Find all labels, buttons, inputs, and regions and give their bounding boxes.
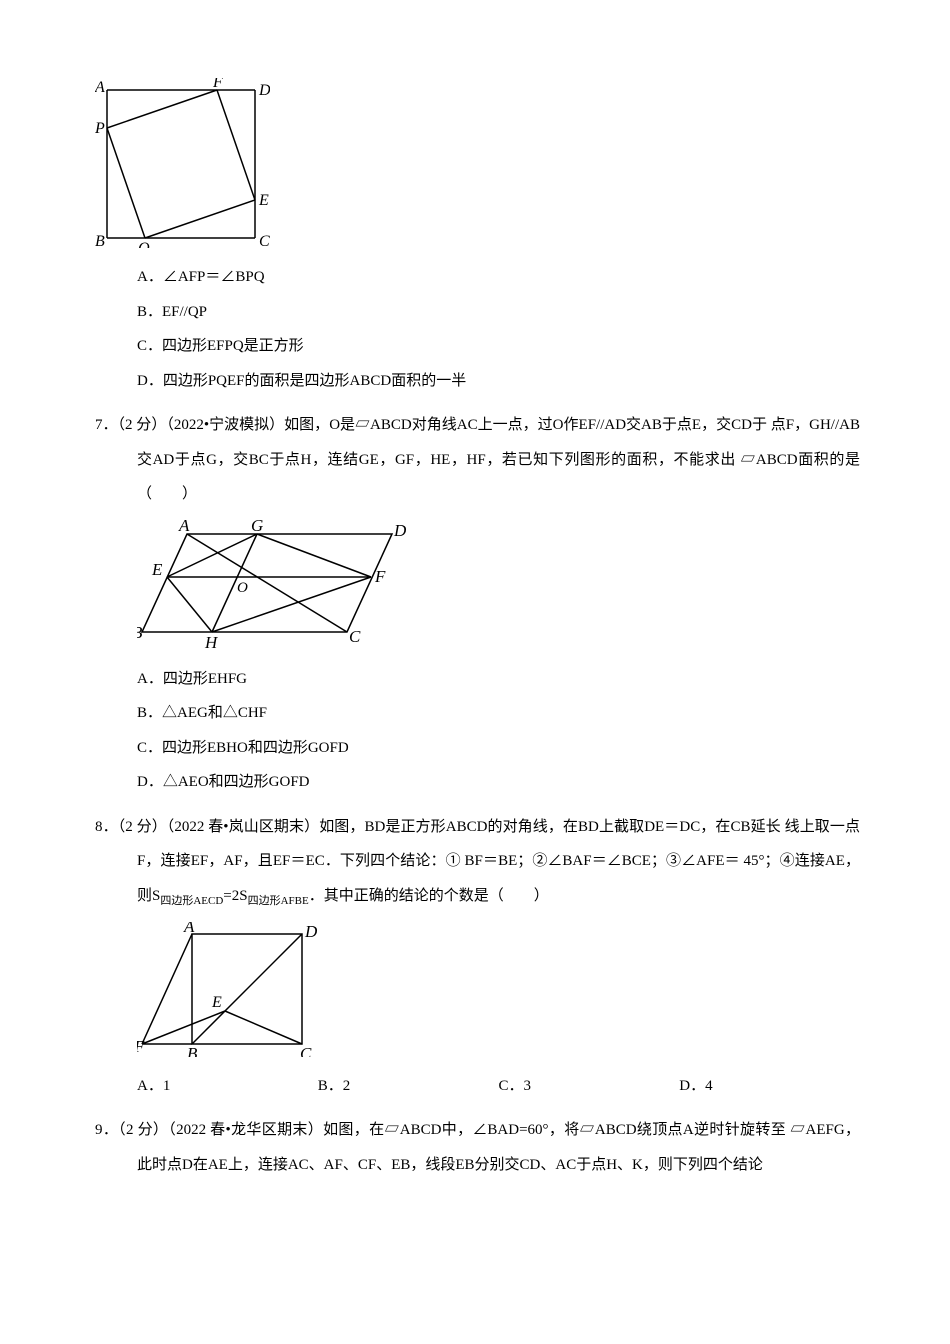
q6-option-b: B．EF//QP [137, 295, 860, 330]
svg-text:O: O [237, 580, 248, 596]
q7: 7．（2 分）（2022•宁波模拟）如图，O是▱ABCD对角线AC上一点，过O作… [95, 408, 860, 800]
q8-figure: A D E F B C [95, 922, 860, 1057]
q8-text3end: ．其中正确的结论的个数是（ ） [309, 888, 549, 904]
q8-sub2: 四边形AFBE [248, 895, 309, 907]
svg-text:F: F [137, 1037, 145, 1056]
q7-source: （2022•宁波模拟） [166, 417, 284, 433]
q7-option-d: D．△AEO和四边形GOFD [137, 765, 860, 800]
svg-text:D: D [393, 521, 407, 540]
q7-number: 7． [95, 417, 118, 433]
q8-text1: 如图，BD是正方形ABCD的对角线，在BD上截取DE＝DC，在CB延长 [319, 819, 781, 835]
svg-text:Q: Q [138, 240, 150, 248]
q7-points: （2 分） [118, 417, 167, 433]
q8-options: A．1 B．2 C．3 D．4 [95, 1069, 860, 1104]
q8-option-c: C．3 [499, 1069, 680, 1104]
svg-text:E: E [258, 192, 269, 209]
svg-text:B: B [95, 233, 105, 248]
q8-number: 8． [95, 819, 118, 835]
svg-text:F: F [374, 567, 386, 586]
q6-option-a: A．∠AFP＝∠BPQ [137, 260, 860, 295]
svg-text:A: A [95, 79, 105, 96]
svg-text:A: A [178, 520, 190, 535]
svg-text:B: B [187, 1044, 198, 1057]
q8: 8．（2 分）（2022 春•岚山区期末）如图，BD是正方形ABCD的对角线，在… [95, 810, 860, 1104]
svg-text:C: C [259, 233, 270, 248]
q9-source: （2022 春•龙华区期末） [168, 1122, 323, 1138]
q9-number: 9． [95, 1122, 118, 1138]
svg-text:P: P [95, 120, 105, 137]
svg-text:C: C [349, 627, 361, 646]
q6-option-d: D．四边形PQEF的面积是四边形ABCD面积的一半 [137, 364, 860, 399]
q9-text1: 如图，在▱ABCD中，∠BAD=60°，将▱ABCD绕顶点A逆时针旋转至 [323, 1122, 786, 1138]
svg-text:E: E [151, 560, 163, 579]
svg-text:A: A [183, 922, 195, 936]
q6-options: A．∠AFP＝∠BPQ B．EF//QP C．四边形EFPQ是正方形 D．四边形… [95, 260, 860, 398]
svg-text:D: D [304, 922, 318, 941]
q8-points: （2 分） [118, 819, 167, 835]
q7-text1: 如图，O是▱ABCD对角线AC上一点，过O作EF//AD交AB于点E，交CD于 [284, 417, 767, 433]
svg-text:E: E [211, 994, 222, 1011]
q7-option-c: C．四边形EBHO和四边形GOFD [137, 731, 860, 766]
q9-points: （2 分） [118, 1122, 168, 1138]
q6-figure: A F D P E B Q C [95, 78, 860, 248]
q9: 9．（2 分）（2022 春•龙华区期末）如图，在▱ABCD中，∠BAD=60°… [95, 1113, 860, 1182]
svg-text:H: H [204, 633, 219, 650]
q8-text3mid: =2S [223, 888, 247, 904]
q7-option-b: B．△AEG和△CHF [137, 696, 860, 731]
q8-option-b: B．2 [318, 1069, 499, 1104]
q8-text: 8．（2 分）（2022 春•岚山区期末）如图，BD是正方形ABCD的对角线，在… [95, 810, 860, 914]
q9-text: 9．（2 分）（2022 春•龙华区期末）如图，在▱ABCD中，∠BAD=60°… [95, 1113, 860, 1182]
q8-option-d: D．4 [679, 1069, 860, 1104]
svg-text:C: C [300, 1044, 312, 1057]
q7-text: 7．（2 分）（2022•宁波模拟）如图，O是▱ABCD对角线AC上一点，过O作… [95, 408, 860, 512]
q7-options: A．四边形EHFG B．△AEG和△CHF C．四边形EBHO和四边形GOFD … [95, 662, 860, 800]
svg-text:F: F [212, 78, 223, 91]
q8-source: （2022 春•岚山区期末） [167, 819, 319, 835]
svg-text:G: G [251, 520, 263, 535]
svg-text:D: D [258, 82, 270, 99]
q8-sub1: 四边形AECD [160, 895, 223, 907]
q7-option-a: A．四边形EHFG [137, 662, 860, 697]
svg-text:B: B [137, 623, 143, 642]
q6-option-c: C．四边形EFPQ是正方形 [137, 329, 860, 364]
q8-option-a: A．1 [137, 1069, 318, 1104]
q7-figure: A G D E O F B H C [95, 520, 860, 650]
